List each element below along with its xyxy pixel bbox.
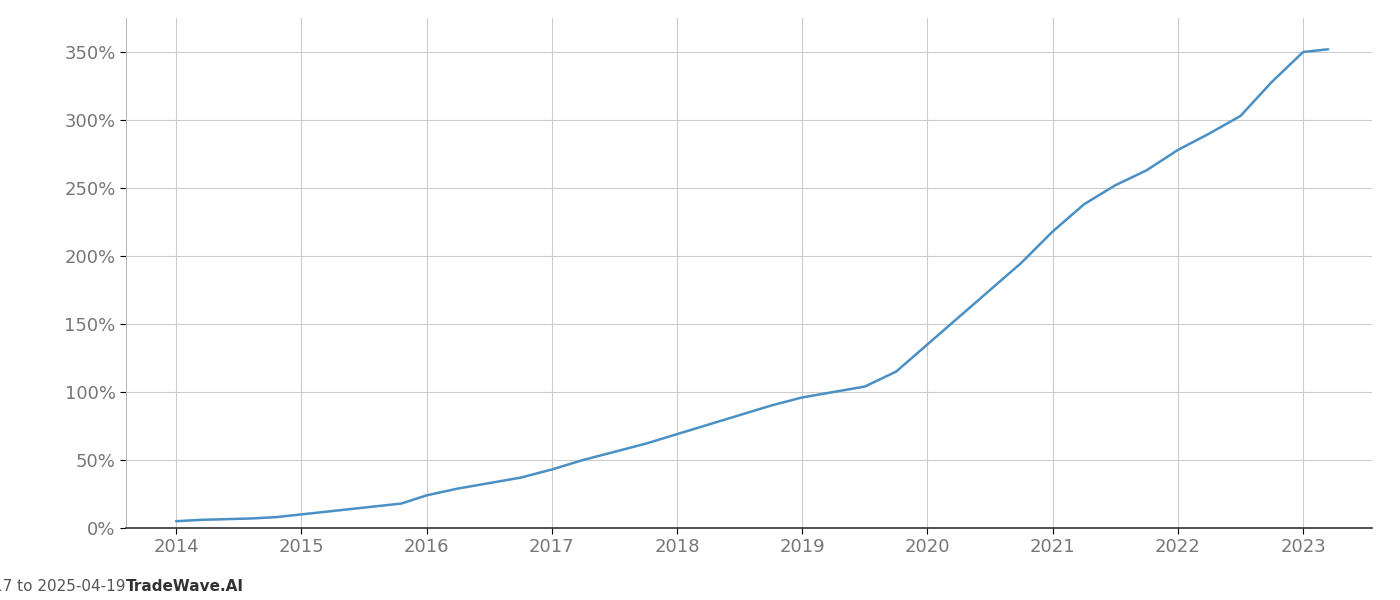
Text: TRYPLN TradeWave Cumulative Return Chart - 2024-07-17 to 2025-04-19: TRYPLN TradeWave Cumulative Return Chart… <box>0 579 126 594</box>
Text: TradeWave.AI: TradeWave.AI <box>126 579 244 594</box>
